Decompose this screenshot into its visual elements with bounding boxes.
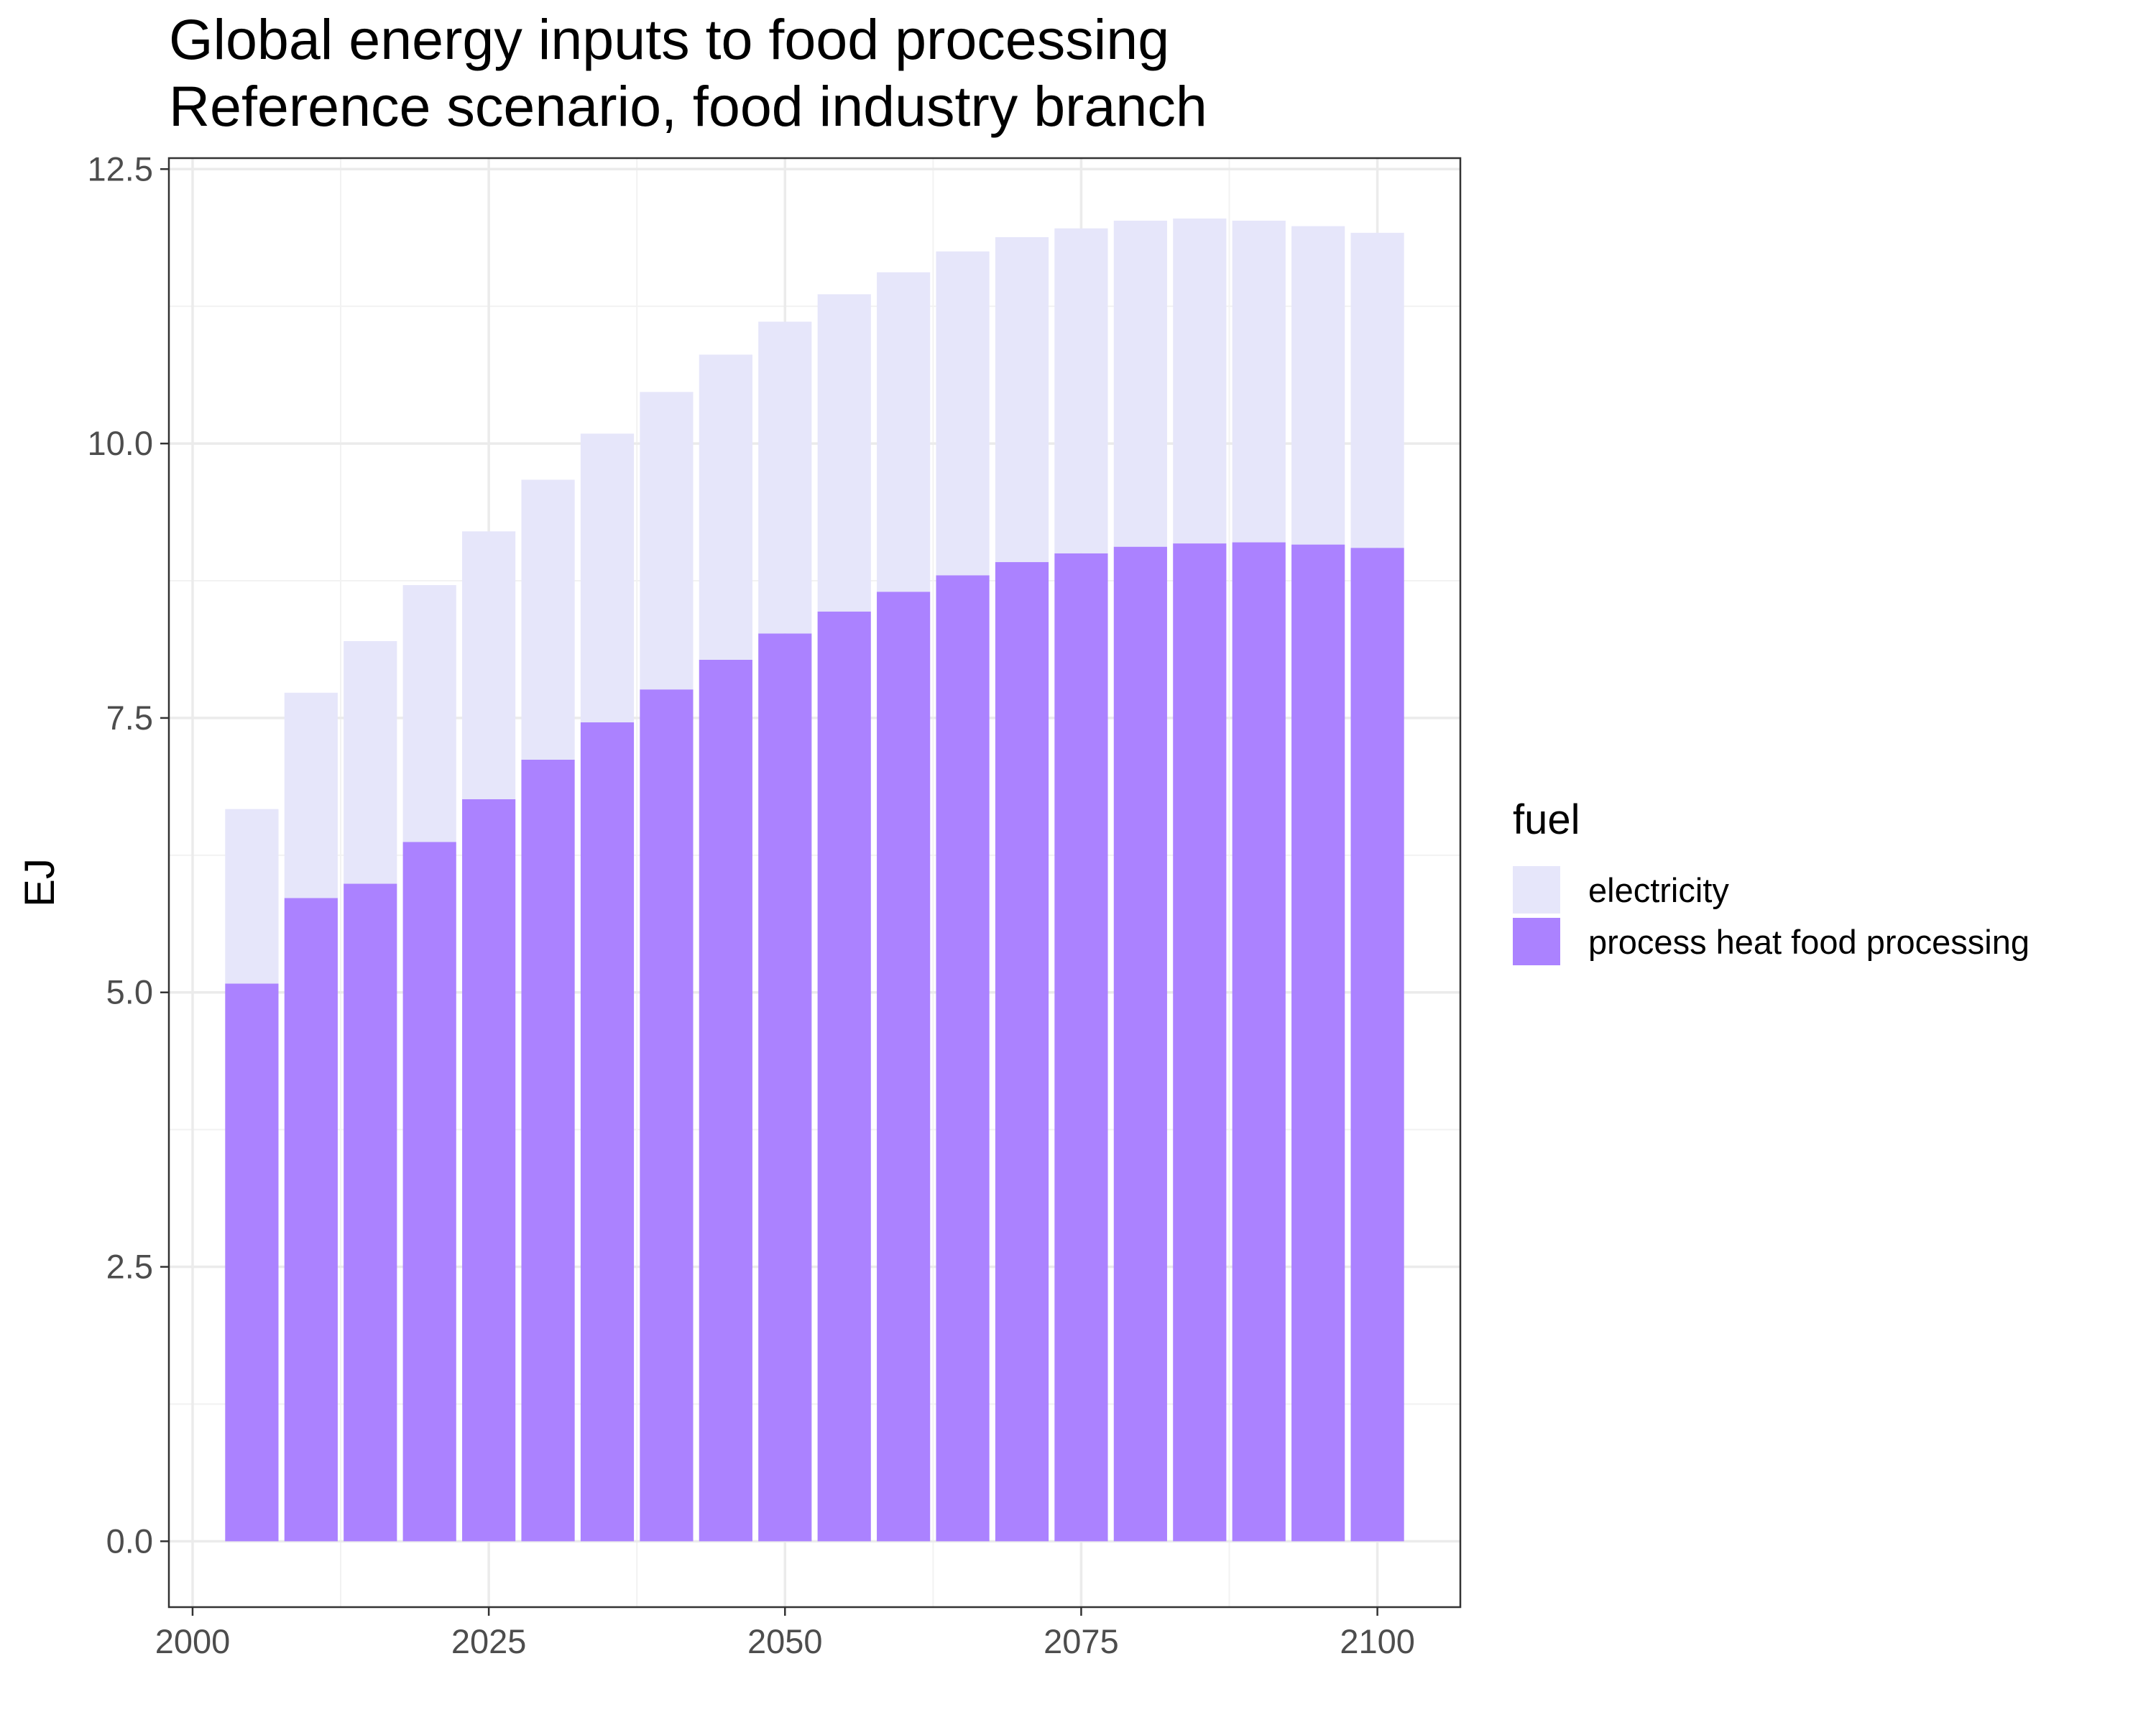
bar-segment xyxy=(936,251,990,576)
bar-segment xyxy=(1173,543,1227,1542)
bar-segment xyxy=(817,294,871,612)
legend: fuel electricity process heat food proces… xyxy=(1513,796,2030,965)
bar-segment xyxy=(462,799,516,1542)
legend-label: electricity xyxy=(1588,871,1729,909)
bar-segment xyxy=(580,722,635,1542)
bar-segment xyxy=(1054,228,1108,553)
y-axis: 0.0 2.5 5.0 7.5 10.0 12.5 xyxy=(88,150,169,1560)
x-tick-label: 2075 xyxy=(1044,1622,1119,1660)
y-tick-label: 2.5 xyxy=(106,1248,153,1286)
chart-subtitle: Reference scenario, food industry branch xyxy=(169,74,1207,138)
bar-segment xyxy=(995,562,1049,1542)
bar-segment xyxy=(225,809,279,984)
x-tick-label: 2050 xyxy=(747,1622,823,1660)
bar-segment xyxy=(225,983,279,1542)
bar-segment xyxy=(521,759,575,1542)
bar-segment xyxy=(1113,221,1167,547)
y-tick-label: 10.0 xyxy=(88,424,153,462)
x-axis: 2000 2025 2050 2075 2100 xyxy=(155,1607,1415,1660)
bar-segment xyxy=(402,842,456,1542)
x-tick-label: 2025 xyxy=(451,1622,527,1660)
bar-segment xyxy=(699,354,752,660)
bar-segment xyxy=(1232,542,1286,1542)
bar-segment xyxy=(521,479,575,760)
bar-segment xyxy=(344,641,397,884)
bar-segment xyxy=(640,689,694,1542)
legend-title: fuel xyxy=(1513,796,1580,843)
bar-segment xyxy=(1054,553,1108,1542)
bar-segment xyxy=(284,898,338,1542)
bar-segment xyxy=(462,531,516,799)
bars xyxy=(225,218,1404,1542)
bar-segment xyxy=(1350,232,1404,548)
bar-segment xyxy=(699,659,752,1542)
bar-segment xyxy=(402,585,456,842)
bar-segment xyxy=(1232,221,1286,543)
bar-segment xyxy=(877,592,931,1542)
x-tick-label: 2100 xyxy=(1340,1622,1415,1660)
bar-segment xyxy=(1291,226,1345,545)
chart-title: Global energy inputs to food processing xyxy=(169,7,1169,71)
legend-swatch xyxy=(1513,918,1560,965)
x-tick-label: 2000 xyxy=(155,1622,231,1660)
legend-label: process heat food processing xyxy=(1588,923,2030,961)
bar-segment xyxy=(936,575,990,1542)
y-tick-label: 7.5 xyxy=(106,699,153,737)
bar-segment xyxy=(995,236,1049,563)
y-tick-label: 0.0 xyxy=(106,1522,153,1560)
plot-border xyxy=(167,157,1462,1609)
bar-segment xyxy=(817,611,871,1542)
bar-segment xyxy=(284,692,338,898)
bar-segment xyxy=(1350,548,1404,1542)
bar-segment xyxy=(1291,544,1345,1542)
bar-segment xyxy=(877,272,931,592)
bar-segment xyxy=(580,433,635,723)
y-axis-title: EJ xyxy=(17,858,63,907)
bar-segment xyxy=(344,883,397,1542)
y-tick-label: 5.0 xyxy=(106,973,153,1011)
bar-segment xyxy=(758,633,812,1542)
bar-segment xyxy=(758,321,812,634)
y-tick-label: 12.5 xyxy=(88,150,153,188)
bar-segment xyxy=(1113,546,1167,1542)
bar-segment xyxy=(640,392,694,690)
legend-swatch xyxy=(1513,866,1560,914)
bar-segment xyxy=(1173,218,1227,544)
